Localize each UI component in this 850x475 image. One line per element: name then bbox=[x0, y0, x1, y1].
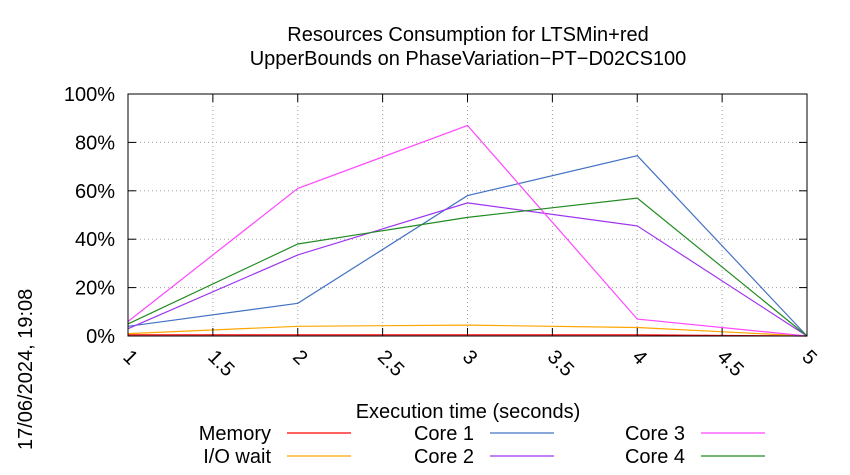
x-tick-label: 3 bbox=[458, 346, 481, 369]
series-line-core-3 bbox=[127, 124, 808, 337]
series-line-i-o-wait bbox=[127, 324, 808, 337]
y-tick-label: 40% bbox=[75, 229, 115, 251]
y-tick-label: 60% bbox=[75, 181, 115, 203]
x-tick-label: 1.5 bbox=[203, 346, 238, 381]
y-tick-label: 20% bbox=[75, 278, 115, 300]
chart-title-line-2: UpperBounds on PhaseVariation−PT−D02CS10… bbox=[250, 48, 687, 70]
x-tick-label: 2 bbox=[288, 346, 311, 369]
legend-label-i-o-wait: I/O wait bbox=[203, 446, 271, 468]
y-tick-label: 0% bbox=[86, 326, 115, 348]
x-tick-label: 4.5 bbox=[713, 346, 748, 381]
x-tick-label: 1 bbox=[118, 346, 141, 369]
y-tick-label: 100% bbox=[64, 84, 115, 106]
legend-label-core-1: Core 1 bbox=[414, 423, 474, 445]
series-line-core-1 bbox=[127, 155, 808, 337]
grid bbox=[128, 94, 807, 336]
chart-title-line-1: Resources Consumption for LTSMin+red bbox=[287, 24, 648, 46]
legend-label-core-2: Core 2 bbox=[414, 446, 474, 468]
x-axis-label: Execution time (seconds) bbox=[356, 401, 581, 423]
legend-label-core-4: Core 4 bbox=[625, 446, 685, 468]
x-tick-label: 3.5 bbox=[543, 346, 578, 381]
series-line-core-4 bbox=[127, 197, 808, 337]
legend-label-core-3: Core 3 bbox=[625, 423, 685, 445]
y-tick-label: 80% bbox=[75, 132, 115, 154]
x-tick-label: 4 bbox=[628, 346, 651, 369]
x-tick-label: 2.5 bbox=[373, 346, 408, 381]
series-line-core-2 bbox=[127, 202, 808, 337]
x-tick-label: 5 bbox=[797, 346, 820, 369]
timestamp: 17/06/2024, 19:08 bbox=[15, 289, 37, 450]
axis-ticks: 0% 20% 40% 60% 80% 100% 1 1.5 2 2.5 3 3.5 4 4.5 5 bbox=[64, 84, 821, 381]
legend-label-memory: Memory bbox=[199, 423, 271, 445]
